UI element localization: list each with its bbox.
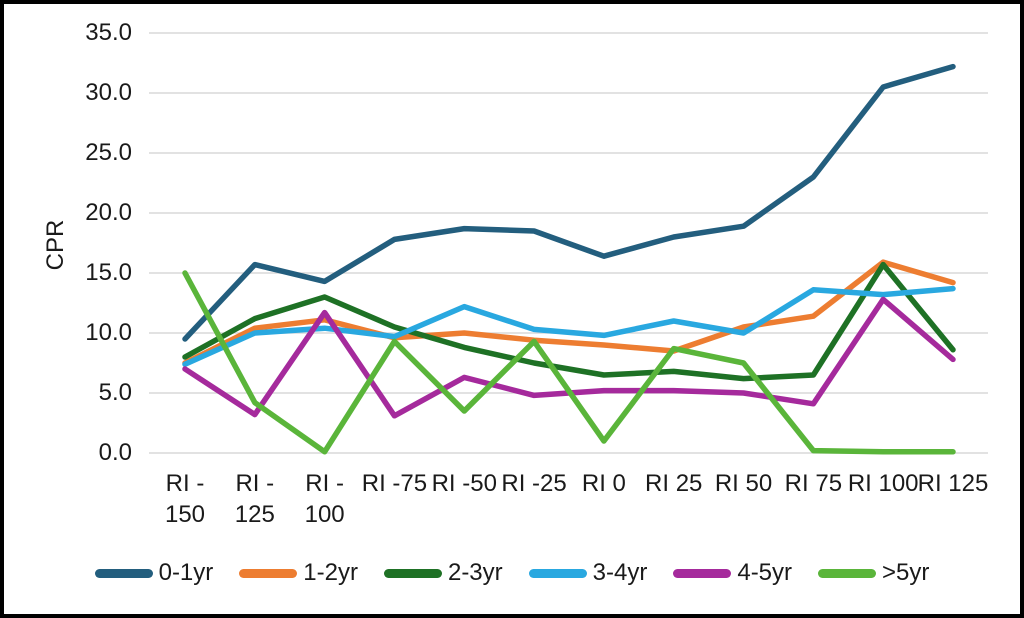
legend-item-4-5yr: 4-5yr [673, 559, 792, 587]
series-line-4-5yr [182, 296, 956, 419]
series-line-1-2yr [182, 259, 956, 366]
x-tick-label: RI 0 [581, 470, 626, 497]
y-tick-label: 5.0 [98, 379, 132, 406]
x-tick-label: RI 25 [645, 470, 703, 497]
legend-label: 0-1yr [158, 559, 214, 586]
legend-item-1-2yr: 1-2yr [239, 559, 358, 587]
legend-swatch-icon [528, 568, 587, 578]
x-tick-label: RI 125 [917, 470, 989, 497]
legend-label: >5yr [882, 559, 930, 586]
y-tick-label: 35.0 [85, 19, 132, 46]
x-tick-label: RI - 100 [304, 470, 345, 528]
x-tick-label: RI 100 [847, 470, 919, 497]
x-tick-label: RI - 150 [164, 470, 206, 528]
y-tick-label: 15.0 [85, 259, 132, 286]
legend-item-0-1yr: 0-1yr [94, 559, 214, 587]
y-tick-label: 30.0 [85, 79, 132, 106]
legend-item-2-3yr: 2-3yr [383, 559, 503, 587]
legend-label: 4-5yr [737, 559, 793, 586]
y-tick-label: 0.0 [98, 439, 132, 466]
legend-swatch-icon [94, 568, 153, 578]
legend-label: 2-3yr [447, 559, 503, 586]
legend-swatch-icon [818, 568, 877, 578]
legend-label: 1-2yr [303, 559, 358, 586]
legend-swatch-icon [383, 568, 442, 578]
x-tick-label: RI 50 [714, 470, 773, 497]
legend-swatch-icon [673, 568, 732, 578]
series-line->5yr [182, 270, 956, 455]
y-tick-label: 25.0 [85, 139, 132, 166]
y-axis-title: CPR [42, 219, 69, 271]
legend-item-3-4yr: 3-4yr [528, 559, 648, 587]
y-tick-label: 20.0 [85, 199, 132, 226]
x-tick-label: RI - 125 [234, 470, 275, 528]
x-tick-label: RI 75 [784, 470, 843, 497]
legend-swatch-icon [239, 568, 298, 578]
chart-legend: 0-1yr 1-2yr 2-3yr 3-4yr 4-5yr >5yr [0, 554, 1024, 592]
series-line-0-1yr [182, 63, 956, 342]
x-tick-label: RI -50 [431, 470, 497, 497]
x-tick-label: RI -75 [361, 470, 428, 497]
legend-item->5yr: >5yr [818, 559, 929, 587]
legend-label: 3-4yr [592, 559, 648, 586]
x-tick-label: RI -25 [501, 470, 567, 497]
series-line-2-3yr [182, 261, 956, 382]
y-tick-label: 10.0 [85, 319, 132, 346]
